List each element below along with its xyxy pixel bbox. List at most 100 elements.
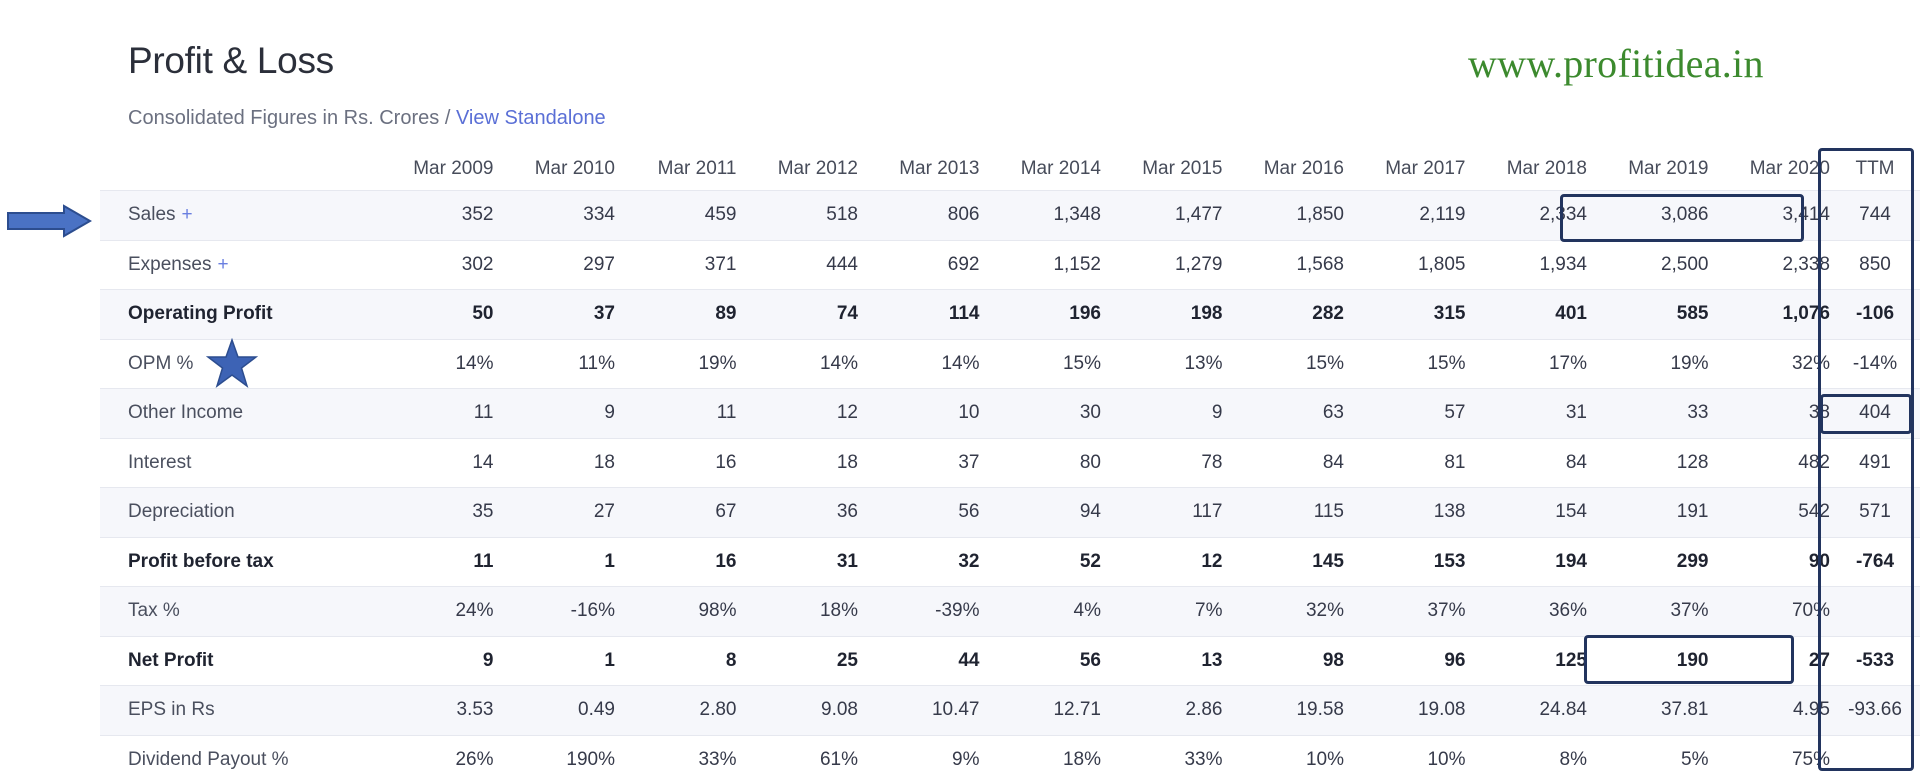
- value-cell: 11%: [494, 339, 616, 389]
- value-cell: 198: [1101, 290, 1223, 340]
- value-cell: 9.08: [737, 686, 859, 736]
- header-year: Mar 2012: [737, 148, 859, 191]
- value-cell: 18%: [737, 587, 859, 637]
- value-cell: 10%: [1344, 735, 1466, 784]
- value-cell: 4.95: [1709, 686, 1831, 736]
- value-cell: 114: [858, 290, 980, 340]
- value-cell: 302: [372, 240, 494, 290]
- row-label: EPS in Rs: [100, 686, 372, 736]
- right-arrow-icon: [6, 204, 92, 238]
- value-cell: 26%: [372, 735, 494, 784]
- value-cell: 11: [372, 537, 494, 587]
- value-cell: 12: [737, 389, 859, 439]
- row-label: Profit before tax: [100, 537, 372, 587]
- header-year: Mar 2020: [1709, 148, 1831, 191]
- header-year: Mar 2011: [615, 148, 737, 191]
- value-cell: 32%: [1223, 587, 1345, 637]
- value-cell: 138: [1344, 488, 1466, 538]
- value-cell: 16: [615, 438, 737, 488]
- subtitle-text: Consolidated Figures in Rs. Crores: [128, 107, 439, 129]
- value-cell: 14%: [858, 339, 980, 389]
- row-label[interactable]: Expenses +: [100, 240, 372, 290]
- value-cell: 115: [1223, 488, 1345, 538]
- value-cell: 2,338: [1709, 240, 1831, 290]
- value-cell: 33: [1587, 389, 1709, 439]
- header-year: Mar 2019: [1587, 148, 1709, 191]
- value-cell: 153: [1344, 537, 1466, 587]
- value-cell: 154: [1466, 488, 1588, 538]
- value-cell: 18%: [980, 735, 1102, 784]
- value-cell: 56: [980, 636, 1102, 686]
- value-cell: 98: [1223, 636, 1345, 686]
- value-cell: 31: [1466, 389, 1588, 439]
- value-cell: 44: [858, 636, 980, 686]
- value-cell: 15%: [980, 339, 1102, 389]
- value-cell: 37: [858, 438, 980, 488]
- ttm-column-highlight-box: [1818, 148, 1914, 771]
- view-standalone-link[interactable]: View Standalone: [456, 107, 606, 129]
- table-row: Tax %24%-16%98%18%-39%4%7%32%37%36%37%70…: [100, 587, 1920, 637]
- value-cell: 70%: [1709, 587, 1831, 637]
- value-cell: 81: [1344, 438, 1466, 488]
- value-cell: -16%: [494, 587, 616, 637]
- page-title: Profit & Loss: [128, 40, 334, 82]
- value-cell: 35: [372, 488, 494, 538]
- row-label[interactable]: Sales +: [100, 191, 372, 241]
- row-label: Other Income: [100, 389, 372, 439]
- value-cell: 33%: [615, 735, 737, 784]
- row-label: Dividend Payout %: [100, 735, 372, 784]
- value-cell: 19.58: [1223, 686, 1345, 736]
- value-cell: 52: [980, 537, 1102, 587]
- value-cell: 17%: [1466, 339, 1588, 389]
- expand-plus-button[interactable]: +: [182, 204, 193, 225]
- value-cell: 8: [615, 636, 737, 686]
- value-cell: 84: [1466, 438, 1588, 488]
- header-year: Mar 2010: [494, 148, 616, 191]
- value-cell: 98%: [615, 587, 737, 637]
- value-cell: 38: [1709, 389, 1831, 439]
- header-year: Mar 2013: [858, 148, 980, 191]
- value-cell: 9: [494, 389, 616, 439]
- value-cell: 13%: [1101, 339, 1223, 389]
- value-cell: 9: [1101, 389, 1223, 439]
- row-label-text: Sales: [128, 204, 176, 225]
- row-label-text: Dividend Payout %: [128, 749, 289, 770]
- value-cell: 315: [1344, 290, 1466, 340]
- value-cell: 56: [858, 488, 980, 538]
- row-label-text: Profit before tax: [128, 551, 274, 572]
- value-cell: 4%: [980, 587, 1102, 637]
- star-icon: [206, 338, 258, 388]
- watermark: www.profitidea.in: [1468, 40, 1764, 87]
- value-cell: 1,934: [1466, 240, 1588, 290]
- value-cell: 14%: [372, 339, 494, 389]
- value-cell: 3.53: [372, 686, 494, 736]
- other-income-ttm-highlight-box: [1820, 394, 1912, 434]
- row-label-text: Expenses: [128, 254, 211, 275]
- value-cell: 12: [1101, 537, 1223, 587]
- header-year: Mar 2014: [980, 148, 1102, 191]
- value-cell: 16: [615, 537, 737, 587]
- header-year: Mar 2017: [1344, 148, 1466, 191]
- value-cell: 10.47: [858, 686, 980, 736]
- value-cell: 1,805: [1344, 240, 1466, 290]
- value-cell: 67: [615, 488, 737, 538]
- value-cell: 19%: [615, 339, 737, 389]
- value-cell: 0.49: [494, 686, 616, 736]
- value-cell: 80: [980, 438, 1102, 488]
- expand-plus-button[interactable]: +: [217, 254, 228, 275]
- value-cell: 15%: [1344, 339, 1466, 389]
- value-cell: 128: [1587, 438, 1709, 488]
- value-cell: 299: [1587, 537, 1709, 587]
- value-cell: 2.80: [615, 686, 737, 736]
- value-cell: 282: [1223, 290, 1345, 340]
- row-label: Net Profit: [100, 636, 372, 686]
- row-label-text: OPM %: [128, 353, 193, 374]
- value-cell: 36%: [1466, 587, 1588, 637]
